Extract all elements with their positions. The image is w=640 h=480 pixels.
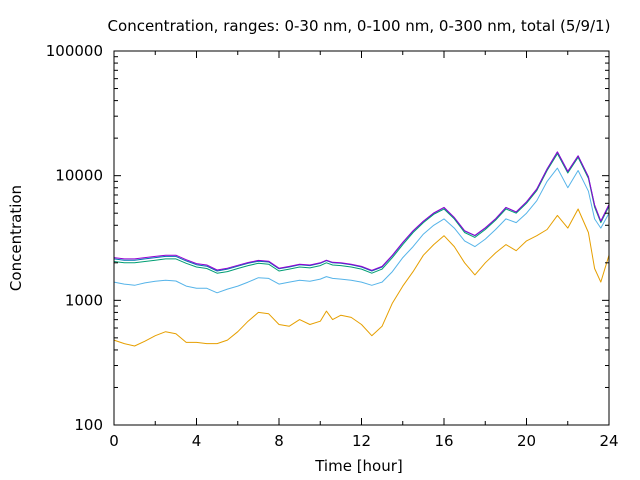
x-tick-label: 8 <box>274 432 284 450</box>
series-line-5 <box>113 151 610 271</box>
x-tick-label: 12 <box>352 432 371 450</box>
x-axis-label: Time [hour] <box>314 457 403 475</box>
series-line-2 <box>113 167 610 294</box>
series-line-1 <box>113 208 610 347</box>
series-line-3 <box>113 153 610 274</box>
series-layer <box>113 151 610 347</box>
y-tick-label: 1000 <box>65 291 103 309</box>
x-tick-label: 16 <box>434 432 453 450</box>
y-tick-label: 100 <box>74 416 103 434</box>
x-tick-label: 20 <box>517 432 536 450</box>
x-tick-label: 4 <box>192 432 202 450</box>
tick-layer: 0 4 8 12 16 20 24 100 1000 10000 100000 <box>46 42 619 450</box>
y-tick-label: 10000 <box>55 167 103 185</box>
y-tick-label: 100000 <box>46 42 103 60</box>
chart-title: Concentration, ranges: 0-30 nm, 0-100 nm… <box>108 17 611 35</box>
y-axis-label: Concentration <box>7 185 25 291</box>
x-tick-label: 24 <box>599 432 618 450</box>
plot-frame <box>113 50 610 426</box>
series-line-4 <box>113 151 610 272</box>
x-tick-label: 0 <box>109 432 119 450</box>
